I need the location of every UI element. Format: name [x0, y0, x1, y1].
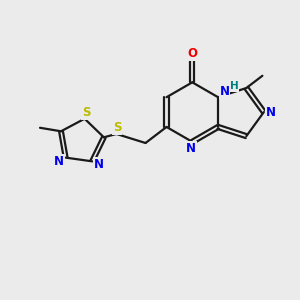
Text: N: N [186, 142, 196, 155]
Text: S: S [82, 106, 90, 119]
Text: H: H [230, 81, 239, 91]
Text: S: S [113, 121, 121, 134]
Text: N: N [94, 158, 103, 171]
Text: O: O [187, 47, 197, 60]
Text: N: N [266, 106, 276, 118]
Text: N: N [54, 154, 64, 168]
Text: N: N [220, 85, 230, 98]
